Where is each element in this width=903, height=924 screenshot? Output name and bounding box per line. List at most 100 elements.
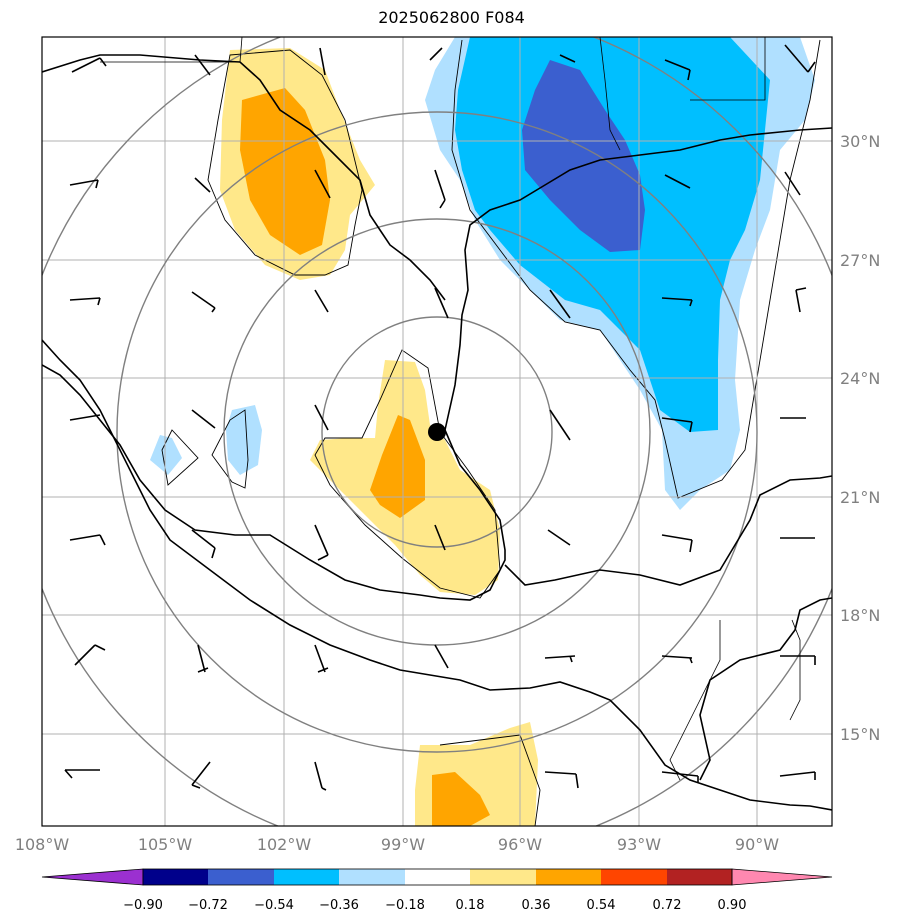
lon-tick-label: 93°W: [617, 835, 661, 854]
colorbar-swatch: [143, 869, 208, 885]
wind-barb: [544, 771, 579, 789]
colorbar-extend-low: [41, 868, 144, 886]
longitude-labels: 108°W 105°W 102°W 99°W 96°W 93°W 90°W: [15, 835, 779, 854]
wind-barb: [194, 54, 211, 76]
wind-barb: [314, 404, 329, 431]
wind-barb: [547, 529, 571, 546]
wind-barb: [319, 47, 326, 76]
wind-barb: [314, 289, 329, 313]
lat-tick-label: 30°N: [840, 132, 880, 151]
wind-barb: [64, 769, 100, 779]
wind-barb: [197, 644, 209, 673]
colorbar: −0.90 −0.72 −0.54 −0.36 −0.18 0.18 0.36 …: [41, 868, 833, 913]
colorbar-label: −0.18: [385, 898, 425, 913]
wind-barb: [434, 644, 449, 669]
wind-barb: [664, 174, 691, 189]
colorbar-label: 0.36: [522, 898, 551, 913]
wind-barb: [661, 534, 693, 553]
wind-barb: [559, 54, 576, 63]
colorbar-swatch: [601, 869, 667, 885]
map-title: 2025062800 F084: [378, 8, 525, 27]
colorbar-swatch: [405, 869, 470, 885]
negative-shade-dark: [522, 60, 645, 252]
range-ring-2: [223, 218, 651, 646]
colorbar-labels: −0.90 −0.72 −0.54 −0.36 −0.18 0.18 0.36 …: [123, 898, 746, 913]
colorbar-frame: [142, 868, 733, 886]
lon-tick-label: 102°W: [257, 835, 312, 854]
storm-center-marker: [428, 423, 446, 441]
wind-barb: [194, 177, 211, 193]
wind-barb: [779, 771, 816, 780]
colorbar-swatch: [208, 869, 274, 885]
wind-barb: [69, 179, 99, 189]
wind-barb: [661, 655, 693, 664]
political-borders: [100, 37, 801, 781]
wind-barb: [191, 761, 211, 789]
lat-tick-label: 27°N: [840, 251, 880, 270]
graticule: [42, 37, 832, 826]
wind-barb: [784, 44, 816, 73]
wind-barb: [661, 417, 693, 433]
wind-barb: [780, 655, 816, 665]
negative-shade-light-west2: [150, 435, 182, 475]
range-ring-1: [321, 316, 553, 548]
colorbar-swatch: [667, 869, 732, 885]
wind-barb: [544, 655, 576, 663]
lon-tick-label: 96°W: [498, 835, 542, 854]
colorbar-label: −0.90: [123, 898, 163, 913]
wind-barb: [314, 169, 331, 199]
colorbar-extend-high: [731, 868, 833, 886]
wind-barb: [191, 291, 216, 313]
lat-tick-label: 15°N: [840, 725, 880, 744]
lon-tick-label: 90°W: [735, 835, 779, 854]
negative-shade-light-west: [226, 405, 262, 475]
wind-barb: [429, 47, 443, 61]
wind-barb: [661, 297, 693, 307]
wind-barb: [69, 414, 101, 421]
wind-barb: [434, 524, 446, 551]
colorbar-swatch: [274, 869, 339, 885]
wind-barb: [69, 534, 106, 546]
colorbar-label: −0.36: [319, 898, 359, 913]
shading-layer: [150, 37, 815, 826]
lat-tick-label: 18°N: [840, 606, 880, 625]
wind-barb: [784, 171, 801, 196]
wind-barb: [434, 169, 446, 209]
colorbar-label: 0.90: [718, 898, 747, 913]
positive-shade-medium-south: [432, 772, 490, 826]
latitude-labels: 30°N 27°N 24°N 21°N 18°N 15°N: [840, 132, 880, 744]
wind-barb: [191, 409, 216, 429]
colorbar-label: −0.72: [188, 898, 228, 913]
range-rings: [42, 37, 832, 826]
wind-barb: [664, 59, 691, 81]
lon-tick-label: 99°W: [381, 835, 425, 854]
positive-shade-medium-center: [370, 415, 425, 518]
lon-tick-label: 108°W: [15, 835, 70, 854]
wind-barb: [314, 761, 327, 791]
map-frame: [41, 36, 833, 827]
wind-barb: [314, 644, 329, 673]
wind-barb: [661, 771, 699, 782]
wind-barb: [795, 287, 807, 313]
colorbar-swatch: [470, 869, 536, 885]
lat-tick-label: 24°N: [840, 369, 880, 388]
wind-barb: [549, 289, 571, 319]
wind-barb: [191, 529, 216, 559]
wind-barb: [74, 644, 106, 666]
wind-barb: [314, 524, 329, 561]
colorbar-label: 0.18: [456, 898, 485, 913]
lon-tick-label: 105°W: [138, 835, 193, 854]
wind-barb: [434, 287, 449, 319]
range-ring-3: [116, 111, 758, 753]
wind-barb: [69, 297, 101, 306]
coastlines: [42, 54, 832, 811]
colorbar-swatch: [339, 869, 405, 885]
colorbar-label: 0.72: [653, 898, 682, 913]
wind-barbs: [64, 44, 816, 791]
lat-tick-label: 21°N: [840, 488, 880, 507]
wind-barb: [549, 409, 571, 441]
colorbar-swatch: [536, 869, 601, 885]
colorbar-label: 0.54: [587, 898, 616, 913]
wind-barb: [71, 57, 107, 73]
